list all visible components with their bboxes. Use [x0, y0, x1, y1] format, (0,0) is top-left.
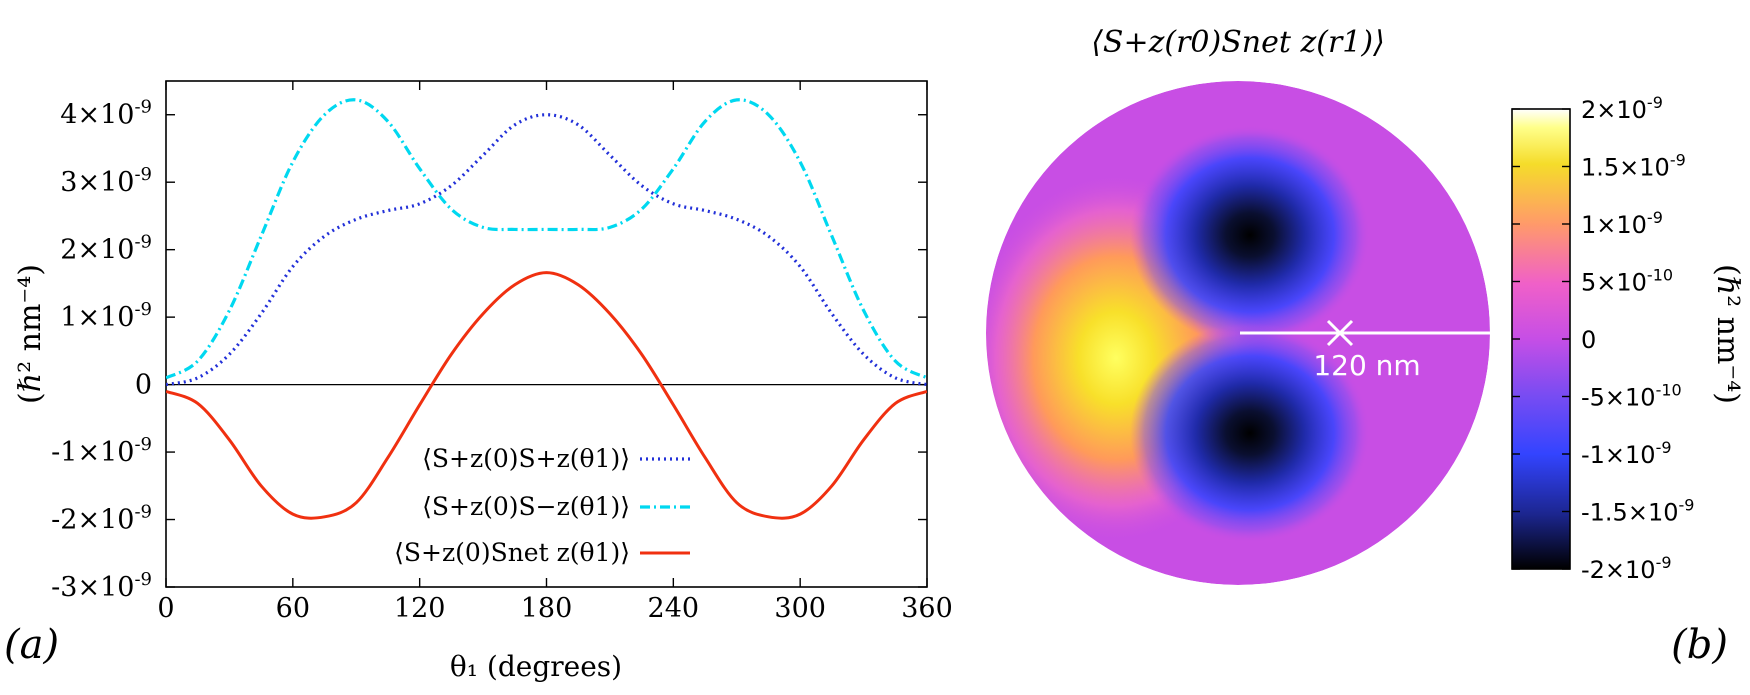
y-tick-label: 4×10-9: [60, 97, 152, 131]
colorbar-tick-label: 5×10-10: [1581, 266, 1673, 297]
y-tick-label: 2×10-9: [60, 232, 152, 266]
panel-label-b: (b): [1671, 622, 1728, 668]
x-axis-ticks: 0 60 120 180 240 300 360: [157, 81, 953, 624]
series-same-spin-line: [166, 113, 927, 387]
legend-label-opposite-spin: ⟨S+z(0)S−z(θ1)⟩: [422, 492, 630, 521]
cross-marker-icon: [1326, 319, 1354, 347]
colorbar-tick-label: -2×10-9: [1581, 553, 1672, 584]
x-tick-label: 180: [521, 593, 573, 624]
x-tick-label: 120: [394, 593, 446, 624]
series-opposite-spin-line: [166, 98, 927, 380]
x-tick-label: 240: [648, 593, 700, 624]
line-chart-panel: 0 60 120 180 240 300 360 -3×10-9 -2×10-9 -1×10-9…: [4, 80, 953, 683]
colorbar: [1511, 108, 1571, 570]
colorbar-tick-label: 0: [1581, 326, 1596, 354]
heatmap-disc: [986, 81, 1490, 585]
series-lines: [166, 98, 927, 520]
heatmap-title: ⟨S+z(r0)Snet z(r1)⟩: [1091, 25, 1385, 60]
x-tick-label: 300: [774, 593, 826, 624]
y-tick-label: 3×10-9: [60, 164, 152, 198]
panel-label-a: (a): [4, 622, 59, 668]
legend-label-same-spin: ⟨S+z(0)S+z(θ1)⟩: [422, 444, 630, 473]
series-net-spin-line: [166, 271, 927, 520]
colorbar-label: (ℏ² nm⁻⁴): [1710, 264, 1745, 404]
legend-label-net-spin: ⟨S+z(0)Snet z(θ1)⟩: [394, 538, 630, 567]
colorbar-tick-label: -1×10-9: [1581, 438, 1672, 469]
legend: ⟨S+z(0)S+z(θ1)⟩ ⟨S+z(0)S−z(θ1)⟩ ⟨S+z(0)S…: [394, 444, 690, 567]
y-tick-label: -3×10-9: [51, 569, 152, 603]
colorbar-tick-label: -1.5×10-9: [1581, 496, 1694, 527]
y-axis-ticks: -3×10-9 -2×10-9 -1×10-9 0 1×10-9 2×10-9 3×10-9…: [51, 97, 927, 603]
colorbar-tick-label: -5×10-10: [1581, 381, 1682, 412]
y-tick-label: -2×10-9: [51, 502, 152, 536]
x-tick-label: 60: [276, 593, 310, 624]
colorbar-tick-label: 1×10-9: [1581, 208, 1663, 239]
colorbar-tick-label: 2×10-9: [1581, 93, 1663, 124]
y-tick-label: -1×10-9: [51, 434, 152, 468]
y-tick-label: 1×10-9: [60, 299, 152, 333]
heatmap-negative-lobe-lower: [1130, 323, 1370, 543]
scale-label: 120 nm: [1313, 349, 1420, 382]
x-tick-label: 360: [901, 593, 953, 624]
heatmap-negative-lobe-upper: [1130, 125, 1370, 345]
colorbar-ticks: 2×10-9 1.5×10-9 1×10-9 5×10-10 0 -5×10-10 -1×1…: [1512, 93, 1694, 584]
heatmap-panel: ⟨S+z(r0)Snet z(r1)⟩ 120 nm 2×10-9 1.5×10-…: [986, 25, 1745, 668]
y-tick-label: 0: [135, 370, 152, 401]
x-axis-label: θ₁ (degrees): [450, 650, 622, 683]
x-tick-label: 0: [157, 593, 174, 624]
colorbar-tick-label: 1.5×10-9: [1581, 151, 1686, 182]
y-axis-label: (ℏ² nm⁻⁴): [13, 264, 48, 404]
